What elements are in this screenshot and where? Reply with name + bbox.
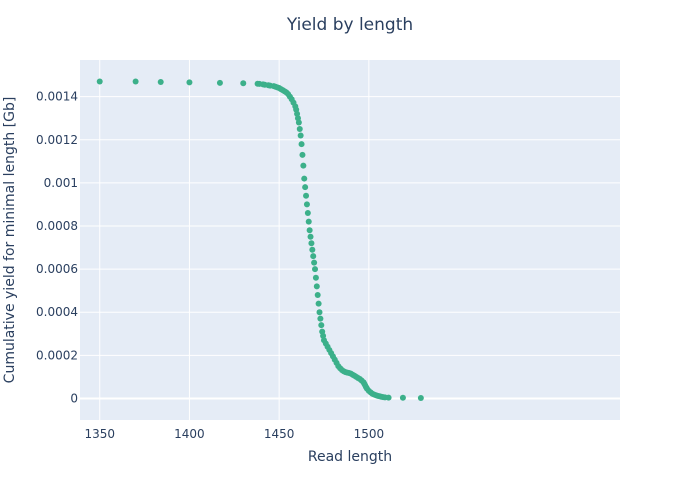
y-axis-ticks: 0 0.0002 0.0004 0.0006 0.0008 0.001 0.0012 0.00… [36, 90, 78, 406]
y-tick-label: 0.0002 [36, 348, 78, 362]
data-point [301, 175, 308, 182]
data-point [417, 395, 424, 402]
x-tick-label: 1400 [174, 427, 205, 441]
data-point [316, 309, 323, 316]
data-point [311, 259, 318, 266]
data-point [298, 141, 305, 148]
x-tick-label: 1500 [354, 427, 385, 441]
data-point [309, 246, 316, 253]
data-point [303, 192, 310, 199]
data-point [399, 394, 406, 401]
data-point [312, 274, 319, 281]
data-point [314, 291, 321, 298]
data-point [295, 119, 302, 126]
y-axis-title: Cumulative yield for minimal length [Gb] [2, 97, 18, 384]
data-point [307, 233, 314, 240]
data-point [304, 210, 311, 217]
y-tick-label: 0.0004 [36, 305, 78, 319]
chart-title: Yield by length [286, 15, 413, 35]
data-point [96, 78, 103, 85]
data-point [312, 266, 319, 273]
grid [80, 60, 620, 420]
y-tick-label: 0.0012 [36, 133, 78, 147]
y-tick-label: 0.0014 [36, 90, 78, 104]
data-point [216, 79, 223, 86]
x-axis-title: Read length [308, 449, 392, 465]
data-point [310, 253, 317, 260]
data-point [157, 78, 164, 85]
plot-area [80, 60, 620, 420]
data-point [240, 80, 247, 87]
data-point [315, 300, 322, 307]
data-points [96, 78, 424, 402]
data-point [299, 151, 306, 158]
y-tick-label: 0.0008 [36, 219, 78, 233]
data-point [302, 184, 309, 191]
data-point [132, 78, 139, 85]
data-point [306, 227, 313, 234]
data-point [186, 79, 193, 86]
x-tick-label: 1350 [84, 427, 115, 441]
data-point [305, 218, 312, 225]
data-point [297, 132, 304, 139]
y-tick-label: 0.001 [44, 176, 78, 190]
y-tick-label: 0 [70, 391, 78, 405]
data-point [313, 283, 320, 290]
x-tick-label: 1450 [264, 427, 295, 441]
y-tick-label: 0.0006 [36, 262, 78, 276]
data-point [308, 240, 315, 247]
data-point [317, 315, 324, 322]
data-point [318, 322, 325, 329]
data-point [296, 125, 303, 132]
data-point [303, 201, 310, 208]
x-axis-ticks: 1350 1400 1450 1500 [84, 427, 384, 441]
data-point [300, 162, 307, 169]
data-point [385, 394, 392, 401]
